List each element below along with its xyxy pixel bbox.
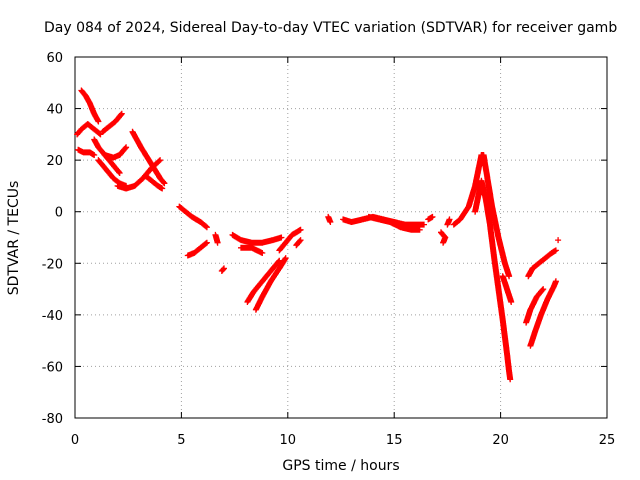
data-marker <box>276 226 304 254</box>
data-marker <box>229 231 285 246</box>
data-marker <box>142 172 166 192</box>
data-marker <box>176 203 210 231</box>
series-arc32 <box>523 286 547 326</box>
data-marker <box>523 286 547 326</box>
data-marker <box>129 128 168 187</box>
series-arc28 <box>472 177 514 383</box>
data-marker <box>238 244 266 256</box>
series-arc29 <box>499 273 515 305</box>
data-marker <box>325 213 334 225</box>
data-marker <box>244 257 283 305</box>
series-arc24 <box>425 213 436 223</box>
series-arc16 <box>238 244 266 256</box>
data-marker <box>444 216 453 228</box>
data-marker <box>212 231 221 246</box>
y-tick-label: 0 <box>55 206 63 221</box>
series-arc07 <box>101 144 130 161</box>
x-tick-label: 15 <box>386 433 403 448</box>
series-arc31 <box>527 278 559 349</box>
data-marker <box>472 177 514 383</box>
series-arc18 <box>244 257 283 305</box>
series-arc01 <box>74 121 104 138</box>
data-marker <box>525 247 559 280</box>
data-marker <box>218 265 227 274</box>
y-tick-label: -80 <box>42 412 63 427</box>
series-arc23 <box>365 213 423 233</box>
y-tick-label: -60 <box>42 360 63 375</box>
data-marker <box>252 255 289 313</box>
y-tick-label: 60 <box>46 51 63 66</box>
x-tick-label: 5 <box>177 433 185 448</box>
data-marker <box>438 229 449 246</box>
grid-lines <box>75 57 607 418</box>
series-arc06 <box>99 110 125 135</box>
series-arc11 <box>176 203 210 231</box>
series-arc19 <box>276 226 304 254</box>
series-arc26 <box>444 216 453 228</box>
data-marker <box>78 87 102 125</box>
y-tick-label: -20 <box>42 257 63 272</box>
series-arc12 <box>184 239 210 259</box>
series-arc14 <box>218 265 227 274</box>
data-series <box>74 87 562 383</box>
series-arc21 <box>325 213 334 225</box>
series-arc33 <box>555 237 562 244</box>
y-tick-label: 40 <box>46 103 63 118</box>
series-arc03 <box>78 87 102 125</box>
series-arc10 <box>142 172 166 192</box>
series-arc02 <box>75 146 98 158</box>
data-marker <box>425 213 436 223</box>
axis-ticks <box>74 56 608 419</box>
x-axis-label: GPS time / hours <box>282 458 399 474</box>
data-marker <box>293 237 304 249</box>
series-arc25 <box>438 229 449 246</box>
data-marker <box>499 273 515 305</box>
data-marker <box>75 146 98 158</box>
y-axis-label: SDTVAR / TECUs <box>6 181 22 296</box>
plot-frame <box>74 56 608 419</box>
x-tick-labels: 0 5 10 15 20 25 <box>71 433 615 448</box>
x-tick-label: 20 <box>492 433 509 448</box>
series-arc15 <box>229 231 285 246</box>
y-tick-label: 20 <box>46 154 63 169</box>
chart-title: Day 084 of 2024, Sidereal Day-to-day VTE… <box>44 20 617 36</box>
series-arc27 <box>450 152 513 280</box>
x-tick-label: 0 <box>71 433 79 448</box>
y-tick-label: -40 <box>42 309 63 324</box>
series-arc20 <box>293 237 304 249</box>
x-tick-label: 10 <box>280 433 297 448</box>
series-arc09 <box>129 128 168 187</box>
series-arc30 <box>525 247 559 280</box>
y-tick-labels: -80 -60 -40 -20 0 20 40 60 <box>42 51 63 427</box>
data-marker <box>101 144 130 161</box>
data-marker <box>365 213 423 233</box>
x-tick-label: 25 <box>599 433 616 448</box>
data-marker <box>555 237 562 244</box>
data-marker <box>184 239 210 259</box>
data-marker <box>527 278 559 349</box>
data-marker <box>450 152 513 280</box>
series-arc17 <box>252 255 289 313</box>
data-marker <box>99 110 125 135</box>
series-arc13 <box>212 231 221 246</box>
data-marker <box>74 121 104 138</box>
